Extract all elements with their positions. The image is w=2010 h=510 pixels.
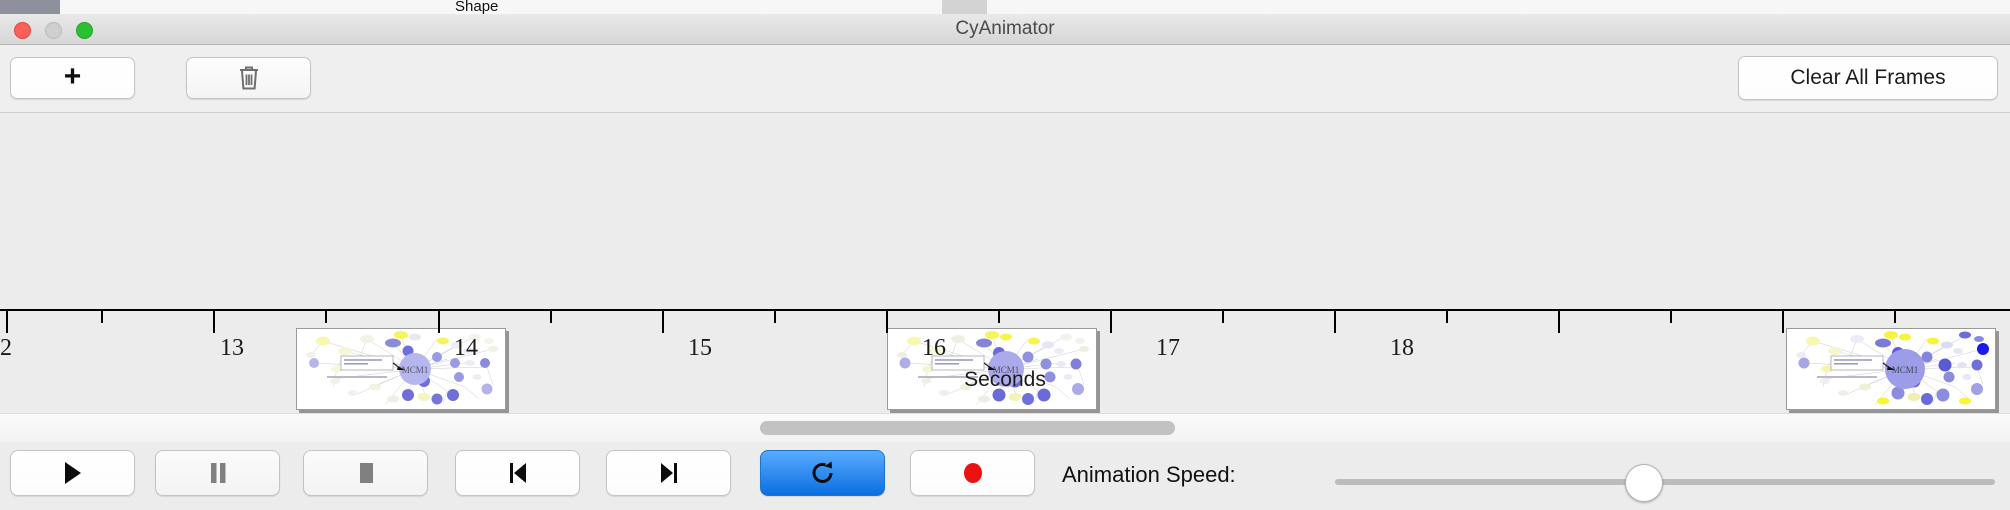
- minimize-button[interactable]: [45, 22, 62, 39]
- play-button[interactable]: [10, 450, 135, 496]
- axis-tick-minor: [774, 311, 776, 323]
- add-frame-button[interactable]: +: [10, 57, 135, 99]
- node-label-mcm1: MCM1: [993, 365, 1020, 375]
- axis-label-4: 16: [922, 335, 946, 361]
- clear-all-frames-label: Clear All Frames: [1790, 66, 1946, 89]
- animation-speed-slider-knob[interactable]: [1625, 464, 1663, 502]
- network-thumbnail: MCM1: [1796, 331, 1989, 406]
- pause-icon: [210, 463, 225, 483]
- axis-tick-minor: [325, 311, 327, 323]
- axis-tick-major: [1782, 311, 1784, 333]
- network-thumbnail: MCM1: [306, 331, 498, 406]
- background-window-strip: Shape: [0, 0, 2010, 15]
- title-bar: CyAnimator: [0, 14, 2010, 45]
- frame-toolbar: + Clear All Frames: [0, 45, 2010, 113]
- axis-tick-minor: [1222, 311, 1224, 323]
- animation-speed-slider-track[interactable]: [1335, 479, 1995, 485]
- axis-tick-major: [1558, 311, 1560, 333]
- network-thumbnail: MCM1: [897, 331, 1089, 406]
- axis-tick-major: [1334, 311, 1336, 333]
- play-icon: [64, 462, 81, 484]
- axis-label-2: 14: [454, 335, 478, 361]
- pause-button[interactable]: [155, 450, 280, 496]
- next-frame-button[interactable]: [606, 450, 731, 496]
- axis-tick-major: [1110, 311, 1112, 333]
- timeline-panel[interactable]: MCM1: [0, 113, 2010, 413]
- window-title: CyAnimator: [955, 18, 1055, 39]
- animation-speed-label: Animation Speed:: [1062, 462, 1236, 487]
- axis-title: Seconds: [964, 368, 1046, 391]
- skip-forward-icon: [660, 463, 677, 483]
- axis-tick-minor: [1446, 311, 1448, 323]
- axis-tick-minor: [101, 311, 103, 323]
- skip-back-icon: [509, 463, 526, 483]
- record-button[interactable]: [910, 450, 1035, 496]
- clear-all-frames-button[interactable]: Clear All Frames: [1738, 56, 1998, 100]
- stop-icon: [359, 463, 373, 483]
- timeline-frame-3[interactable]: MCM1: [1786, 328, 1996, 410]
- plus-icon: +: [63, 59, 82, 93]
- axis-tick-major: [213, 311, 215, 333]
- timeline-axis: [0, 309, 2010, 311]
- timeline-frame-1[interactable]: MCM1: [296, 328, 506, 410]
- trash-icon: [239, 66, 258, 90]
- background-window-label: Shape: [455, 0, 499, 15]
- axis-tick-minor: [1894, 311, 1896, 323]
- loop-button[interactable]: [760, 450, 885, 496]
- timeline-scrollbar-thumb[interactable]: [760, 421, 1175, 435]
- record-icon: [963, 463, 982, 483]
- axis-label-3: 15: [688, 335, 712, 361]
- timeline-frame-2[interactable]: MCM1: [887, 328, 1097, 410]
- node-label-mcm1: MCM1: [402, 365, 429, 375]
- previous-frame-button[interactable]: [455, 450, 580, 496]
- node-label-mcm1: MCM1: [1892, 365, 1919, 375]
- axis-label-5: 17: [1156, 335, 1180, 361]
- stop-button[interactable]: [303, 450, 428, 496]
- axis-label-0: 2: [0, 335, 12, 361]
- delete-frame-button[interactable]: [186, 57, 311, 99]
- axis-tick-major: [438, 311, 440, 333]
- playback-controls: Animation Speed:: [0, 442, 2010, 510]
- close-button[interactable]: [14, 22, 31, 39]
- axis-tick-minor: [550, 311, 552, 323]
- axis-tick-major: [6, 311, 8, 333]
- axis-tick-major: [886, 311, 888, 333]
- axis-label-6: 18: [1390, 335, 1414, 361]
- axis-tick-major: [662, 311, 664, 333]
- timeline-scrollbar[interactable]: [0, 413, 2010, 443]
- maximize-button[interactable]: [76, 22, 93, 39]
- loop-icon: [812, 461, 832, 483]
- axis-label-1: 13: [220, 335, 244, 361]
- axis-tick-minor: [1670, 311, 1672, 323]
- axis-tick-minor: [998, 311, 1000, 323]
